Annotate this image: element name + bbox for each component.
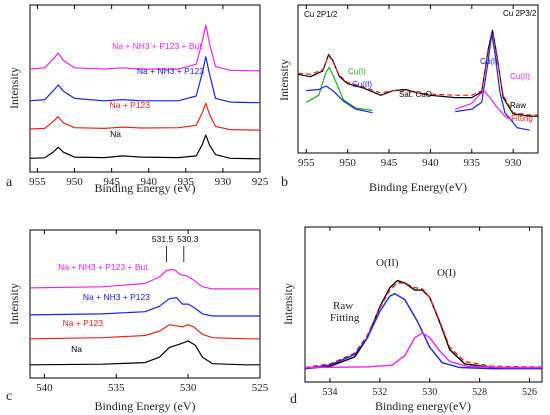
x-axis-label-b: Binding Energy(eV) (369, 180, 467, 194)
series-line-na (29, 340, 260, 366)
panel-letter-d: d (290, 392, 297, 407)
series-line-o-i (304, 332, 542, 369)
series-label: Fitting (330, 312, 360, 324)
series-label: Na + P123 (110, 100, 151, 110)
plot-frame-b (297, 4, 539, 154)
y-axis-label-c: Intensity (7, 283, 21, 325)
series-line-na-nh3-p123 (29, 297, 260, 317)
panel-letter-b: b (281, 175, 288, 190)
series-line-raw (297, 29, 538, 117)
plot-frame-a (29, 4, 261, 173)
x-tick-label: 950 (66, 176, 83, 188)
series-label: Na (110, 129, 121, 139)
series-label: O(II) (376, 257, 399, 269)
series-line-cu-ii-2p3-2 (455, 91, 514, 122)
series-line-fitting (304, 282, 542, 369)
series-label: Raw (510, 101, 526, 110)
x-tick-label: 935 (464, 157, 481, 169)
y-axis-label-b: Intensity (277, 59, 291, 101)
series-line-na-p123 (29, 102, 261, 131)
series-label: Na + NH3 + P123 + But. (58, 262, 150, 272)
series-label: Na + NH3 + P123 (83, 292, 150, 302)
x-axis-label-c: Binding Energy (eV) (94, 399, 195, 413)
x-tick-label: 530 (180, 382, 197, 394)
x-tick-label: 925 (252, 176, 269, 188)
series-label: Na + NH3 + P123 + But. (112, 41, 204, 51)
series-label: Cu 2P1/2 (304, 10, 338, 19)
series-line-o-ii (304, 293, 542, 370)
series-label: Sat. CuO (399, 90, 432, 99)
x-tick-label: 945 (103, 176, 120, 188)
x-tick-label: 935 (178, 176, 195, 188)
series-label: Raw (333, 300, 353, 312)
x-tick-label: 532 (372, 387, 387, 398)
y-axis-label-d: Intensity (281, 283, 295, 325)
peak-annotation: 530.3 (177, 234, 199, 244)
panel-letter-c: c (6, 389, 12, 404)
chart-panel-c: 540 535 530 525 Na + NH3 + P123 + But. Na + … (6, 229, 269, 413)
chart-panel-a: 955 950 945 940 935 930 925 Na + NH3 + P123 + … (6, 4, 269, 195)
chart-panel-b: 955 950 945 940 935 930 Cu 2P1/2 Cu 2P3/2 Cu(I)… (277, 4, 539, 194)
plot-frame-c (29, 229, 261, 379)
x-tick-label: 955 (29, 176, 46, 188)
x-tick-label: 930 (505, 157, 522, 169)
series-label: Cu 2P3/2 (503, 9, 537, 18)
x-tick-label: 940 (422, 157, 439, 169)
series-line-na-p123 (29, 324, 260, 340)
x-tick-label: 535 (108, 382, 125, 394)
series-line-na-nh3-p123 (29, 56, 261, 104)
peak-annotation: 531.5 (152, 234, 174, 244)
series-line-na-nh3-p123-but (29, 24, 261, 72)
x-tick-label: 530 (422, 387, 437, 398)
series-line-na (29, 134, 261, 160)
series-line-cu-ii-2p1-2 (306, 85, 373, 114)
series-label: Cu(II) (510, 72, 530, 81)
series-label: O(I) (437, 267, 456, 279)
series-label: Fitting (511, 114, 533, 123)
plot-frame-d (304, 226, 543, 383)
x-axis-label-d: Binding energy(eV) (375, 399, 471, 413)
x-tick-label: 930 (215, 176, 232, 188)
x-tick-label: 955 (298, 157, 315, 169)
series-label: Na + NH3 + P123 (137, 66, 204, 76)
x-tick-label: 525 (252, 382, 269, 394)
series-label: Na + P123 (63, 318, 104, 328)
y-axis-label-a: Intensity (7, 67, 21, 109)
x-tick-label: 528 (472, 387, 487, 398)
series-label: Cu(II) (352, 80, 372, 89)
series-label: Cu(I) (480, 57, 498, 66)
x-tick-label: 526 (522, 387, 537, 398)
series-line-cu-i-2p1-2 (306, 66, 373, 111)
x-tick-label: 540 (36, 382, 53, 394)
series-line-raw (304, 279, 542, 370)
x-tick-label: 945 (381, 157, 398, 169)
series-line-na-nh3-p123-but (29, 268, 260, 290)
x-tick-label: 950 (339, 157, 356, 169)
x-tick-label: 534 (322, 387, 337, 398)
series-label: Cu(I) (348, 67, 366, 76)
series-label: Na (71, 344, 82, 354)
panel-letter-a: a (6, 175, 13, 190)
x-axis-label-a: Binding Energy (eV) (94, 181, 195, 195)
x-tick-label: 940 (140, 176, 157, 188)
series-line-fitting (297, 31, 538, 116)
